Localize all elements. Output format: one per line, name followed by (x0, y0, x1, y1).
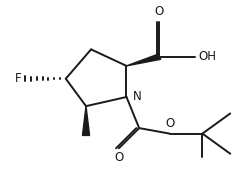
Text: O: O (154, 5, 163, 18)
Text: O: O (164, 117, 173, 130)
Text: N: N (132, 90, 141, 104)
Text: OH: OH (198, 50, 216, 63)
Text: F: F (15, 72, 21, 85)
Text: O: O (114, 151, 123, 164)
Polygon shape (126, 54, 160, 66)
Polygon shape (82, 106, 89, 135)
